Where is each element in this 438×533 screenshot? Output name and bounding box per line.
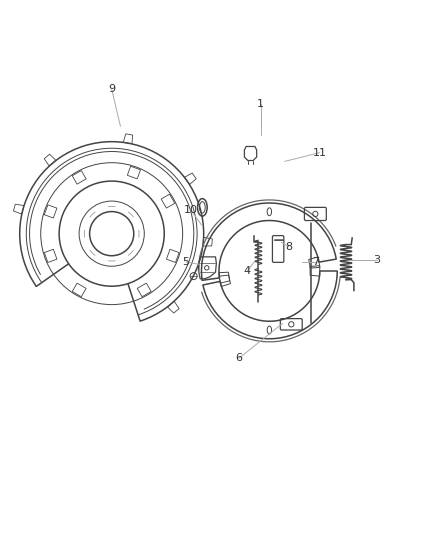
- Text: 8: 8: [286, 242, 293, 252]
- Text: 4: 4: [244, 266, 251, 276]
- Text: 3: 3: [373, 255, 380, 265]
- Text: 11: 11: [313, 148, 327, 158]
- Text: 9: 9: [108, 84, 115, 94]
- Text: 10: 10: [184, 205, 198, 215]
- Text: 6: 6: [235, 353, 242, 364]
- Text: 5: 5: [183, 257, 190, 267]
- Text: 1: 1: [257, 100, 264, 109]
- Text: 7: 7: [312, 257, 319, 267]
